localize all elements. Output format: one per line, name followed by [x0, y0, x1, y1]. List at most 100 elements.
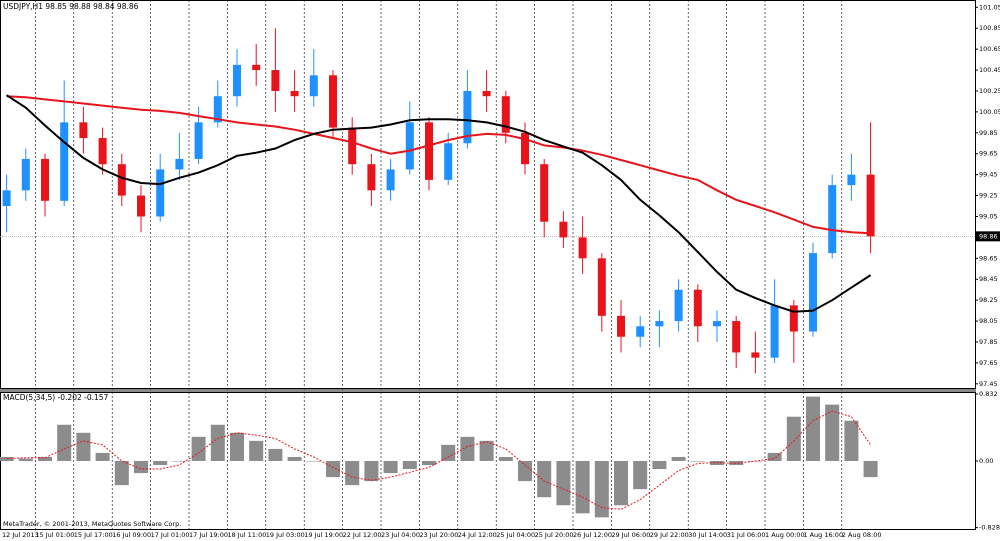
x-tick-label: 18 Jul 11:00 — [227, 531, 266, 539]
macd-label: MACD(5,34,5) -0.202 -0.157 — [3, 393, 109, 402]
candle-body — [98, 138, 107, 165]
macd-bar — [153, 460, 168, 466]
x-tick-label: 25 Jul 04:00 — [496, 531, 535, 539]
macd-bar — [383, 460, 398, 474]
macd-bar — [460, 436, 475, 461]
plot — [0, 28, 878, 518]
x-tick-label: 15 Jul 17:00 — [74, 531, 113, 539]
macd-bar — [172, 460, 187, 462]
candle-body — [290, 90, 299, 97]
macd-y-tick-label: -0.828 — [979, 524, 1000, 532]
macd-bar — [95, 452, 110, 461]
y-tick-label: 99.25 — [979, 192, 998, 200]
candle-body — [847, 174, 856, 186]
x-tick-label: 2 Aug 08:00 — [842, 531, 882, 539]
candle-body — [559, 221, 568, 238]
x-tick-label: 12 Jul 2013 — [2, 531, 39, 539]
y-tick-label: 98.45 — [979, 275, 998, 283]
x-tick-label: 24 Jul 12:00 — [458, 531, 497, 539]
candle-body — [597, 258, 606, 316]
y-tick-label: 98.25 — [979, 296, 998, 304]
y-tick-label: 100.05 — [979, 108, 1000, 116]
candle-body — [367, 164, 376, 191]
macd-bar — [767, 452, 782, 461]
candle-body — [194, 122, 203, 159]
y-tick-label: 101.05 — [979, 3, 1000, 11]
candle-body — [137, 195, 145, 217]
macd-bar — [498, 456, 513, 461]
x-tick-label: 23 Jul 04:00 — [381, 531, 420, 539]
y-tick-label: 97.45 — [979, 380, 998, 388]
macd-bar — [57, 424, 72, 461]
candle-body — [348, 127, 357, 165]
candle-body — [482, 90, 491, 97]
current-price-box — [976, 231, 1000, 242]
x-tick-label: 23 Jul 20:00 — [419, 531, 458, 539]
candle-body — [329, 75, 337, 128]
grid — [0, 0, 975, 529]
candle-body — [60, 122, 69, 201]
candle-body — [578, 237, 587, 259]
candle-body — [521, 132, 529, 165]
macd-bar — [806, 396, 820, 461]
macd-bar — [345, 460, 360, 486]
x-tick-label: 29 Jul 22:00 — [650, 531, 689, 539]
x-tick-label: 19 Jul 19:00 — [304, 531, 343, 539]
candle-body — [674, 289, 683, 322]
x-tick-label: 19 Jul 03:00 — [266, 531, 305, 539]
macd-bar — [575, 460, 590, 514]
y-tick-label: 99.85 — [979, 129, 998, 137]
x-tick-label: 1 Aug 16:00 — [803, 531, 843, 539]
candle-body — [770, 305, 779, 358]
panel-separator — [0, 389, 976, 392]
macd-bar — [518, 460, 532, 482]
macd-bar — [863, 460, 878, 478]
candle-body — [617, 315, 625, 337]
macd-bar — [402, 460, 417, 470]
macd-bar — [210, 424, 225, 461]
candle-body — [175, 158, 184, 170]
candle-body — [809, 253, 817, 332]
candle-body — [2, 190, 11, 207]
macd-bar — [306, 460, 321, 462]
candle-body — [866, 174, 875, 237]
macd-bar — [690, 460, 705, 462]
x-tick-label: 22 Jul 12:00 — [343, 531, 382, 539]
candle-body — [501, 96, 510, 133]
x-tick-label: 16 Jul 09:00 — [112, 531, 151, 539]
macd-bar — [556, 460, 571, 506]
macd-bar — [422, 460, 436, 466]
macd-bar — [537, 460, 552, 498]
moving-average — [6, 94, 872, 313]
chart-title: USDJPY,H1 98.85 98.88 98.84 98.86 — [3, 2, 139, 11]
candle-body — [425, 122, 433, 180]
y-tick-label: 99.05 — [979, 212, 998, 220]
copyright: MetaTrader, © 2001-2013, MetaQuotes Soft… — [3, 520, 181, 528]
x-tick-label: 30 Jul 14:00 — [688, 531, 727, 539]
macd-bar — [230, 432, 244, 461]
macd-bar — [614, 460, 628, 506]
candle-body — [713, 321, 721, 327]
price-panel-frame — [0, 0, 976, 389]
x-tick-label: 17 Jul 19:00 — [189, 531, 228, 539]
candle-body — [693, 289, 702, 327]
moving-average — [6, 95, 871, 235]
y-tick-label: 100.25 — [979, 87, 1000, 95]
candle-body — [79, 122, 88, 139]
candle-body — [828, 185, 837, 254]
macd-bar — [652, 460, 667, 470]
candle-body — [386, 169, 395, 191]
y-tick-label: 99.45 — [979, 171, 998, 179]
macd-y-tick-label: 0.00 — [979, 457, 993, 465]
macd-bar — [18, 458, 33, 461]
x-tick-label: 1 Aug 00:00 — [765, 531, 805, 539]
candle-body — [789, 305, 798, 332]
macd-bar — [364, 460, 379, 482]
candle-body — [405, 122, 414, 170]
macd-bar — [825, 404, 840, 461]
macd-bar — [729, 460, 744, 466]
macd-bar — [786, 416, 801, 461]
macd-bar — [671, 456, 686, 461]
